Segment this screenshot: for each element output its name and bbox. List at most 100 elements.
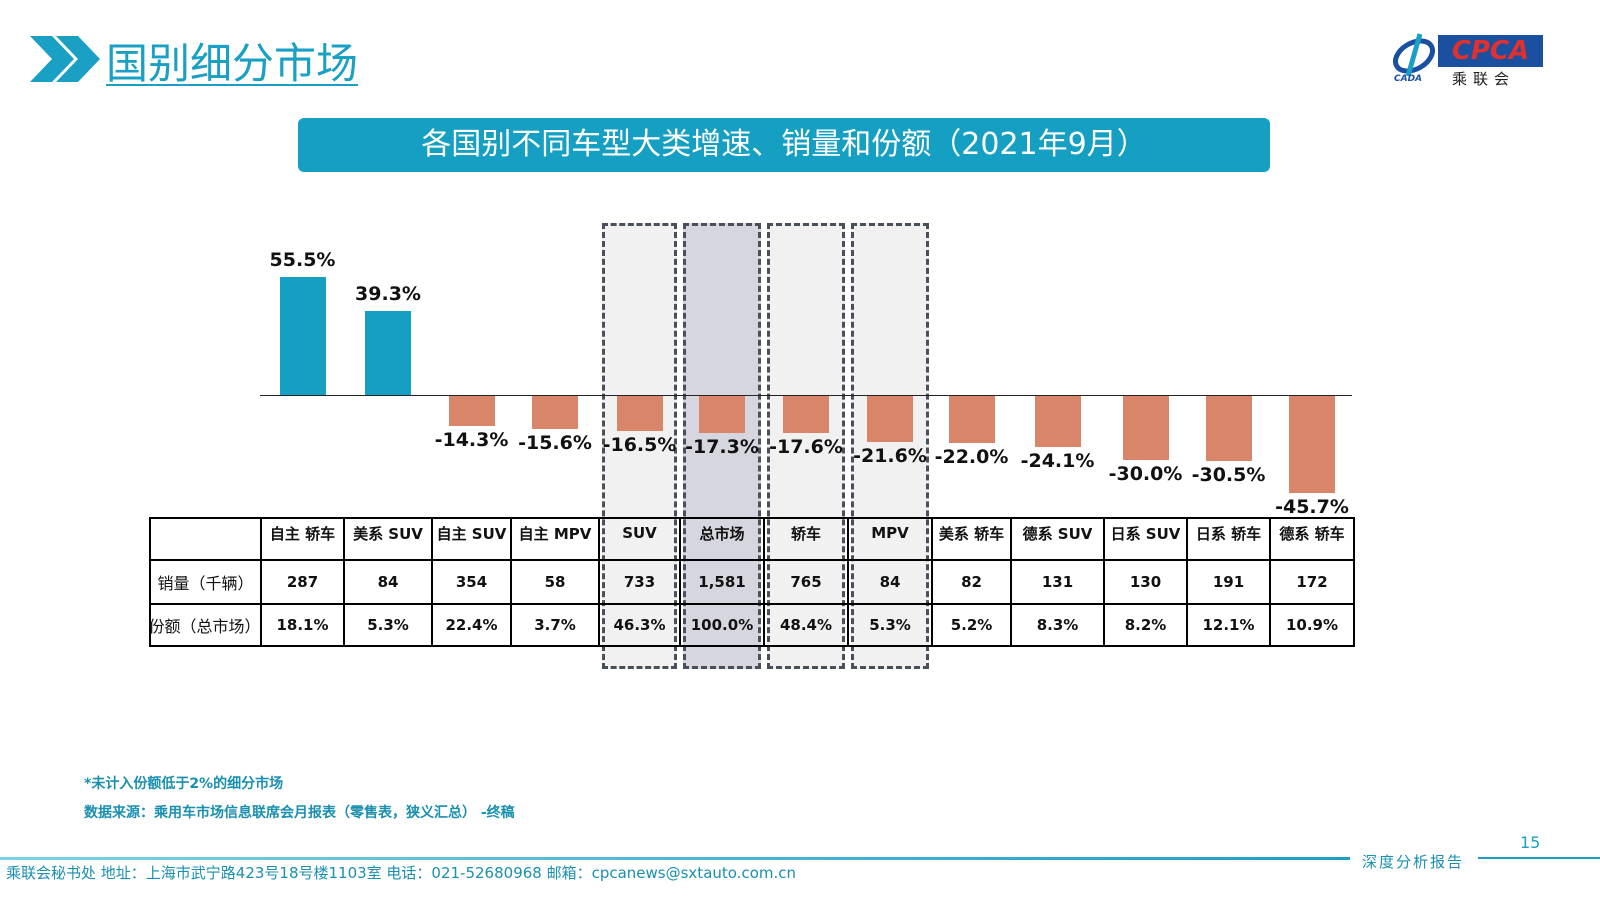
chart-title-banner: 各国别不同车型大类增速、销量和份额（2021年9月）	[298, 118, 1270, 172]
table-rule	[1353, 517, 1355, 647]
bar	[948, 396, 995, 443]
table-rule	[150, 517, 1355, 519]
data-label: -21.6%	[853, 445, 927, 467]
bar	[448, 396, 495, 427]
table-cell: 8.2%	[1124, 616, 1167, 634]
table-cell: 287	[286, 573, 319, 591]
table-cell: 18.1%	[276, 616, 329, 634]
highlight-box	[851, 223, 929, 669]
footer-divider	[0, 857, 1350, 860]
data-label: 39.3%	[355, 283, 421, 306]
table-rule	[763, 517, 765, 647]
table-header-cell: 美系 轿车	[938, 524, 1005, 543]
table-rule	[931, 517, 933, 647]
table-header-cell: 日系 SUV	[1110, 524, 1181, 543]
table-header-cell: 德系 轿车	[1279, 524, 1345, 543]
table-cell: 46.3%	[613, 616, 666, 634]
table-header-cell: 自主 轿车	[269, 524, 336, 543]
table-rule	[343, 517, 345, 647]
table-cell: 10.9%	[1285, 616, 1339, 634]
table-cell: 191	[1212, 573, 1245, 591]
bar	[279, 276, 326, 395]
table-header-cell: 总市场	[699, 524, 745, 543]
table-cell: 5.2%	[950, 616, 993, 634]
table-rule	[150, 603, 1355, 605]
table-cell: 82	[961, 573, 982, 591]
page-number: 15	[1520, 833, 1541, 852]
data-label: -30.0%	[1108, 462, 1183, 485]
page-title: 国别细分市场	[106, 39, 359, 88]
data-label: -17.6%	[769, 436, 843, 459]
table-header-cell: 轿车	[790, 524, 821, 543]
table-cell: 765	[790, 573, 822, 591]
data-label: -24.1%	[1020, 450, 1095, 473]
report-label: 深度分析报告	[1362, 853, 1465, 871]
data-label: -14.3%	[434, 429, 509, 452]
table-cell: 5.3%	[869, 616, 911, 634]
table-rule	[679, 517, 681, 647]
data-label: -16.5%	[602, 434, 677, 457]
highlight-box	[602, 223, 677, 669]
table-cell: 84	[879, 573, 901, 591]
data-source: 数据来源：乘用车市场信息联席会月报表（零售表，狭义汇总） -终稿	[84, 805, 515, 821]
table-cell: 100.0%	[690, 616, 754, 634]
table-row-label: 销量（千辆）	[157, 574, 254, 593]
table-cell: 12.1%	[1202, 616, 1255, 634]
bar	[1122, 396, 1169, 460]
table-cell: 131	[1041, 573, 1074, 591]
footnote: *未计入份额低于2%的细分市场	[84, 776, 284, 792]
table-row-label: 份额（总市场）	[148, 617, 261, 636]
data-label: -22.0%	[934, 445, 1009, 468]
table-rule	[149, 517, 151, 647]
bar	[616, 396, 663, 432]
highlight-box	[683, 223, 761, 669]
table-rule	[260, 517, 262, 647]
table-rule	[1010, 517, 1012, 647]
table-cell: 3.7%	[534, 616, 576, 634]
data-label: -45.7%	[1275, 496, 1349, 519]
footer-divider	[1478, 857, 1600, 859]
footer-contact: 乘联会秘书处 地址：上海市武宁路423号18号楼1103室 电话：021-526…	[6, 864, 797, 882]
table-cell: 354	[455, 573, 488, 591]
table-cell: 48.4%	[779, 616, 833, 634]
table-rule	[150, 645, 1355, 647]
table-header-cell: 德系 SUV	[1022, 524, 1093, 543]
bar	[1034, 396, 1081, 448]
bar	[783, 396, 829, 434]
table-header-cell: 美系 SUV	[353, 524, 423, 543]
bar	[365, 311, 411, 395]
table-cell: 8.3%	[1036, 616, 1079, 634]
table-header-cell: 日系 轿车	[1195, 524, 1262, 543]
bar	[532, 396, 578, 430]
highlight-box	[767, 223, 845, 669]
table-rule	[150, 559, 1355, 561]
table-cell: 733	[623, 573, 656, 591]
cpca-logo: CPCA 乘联会 CADA	[1390, 30, 1545, 90]
table-rule	[431, 517, 433, 647]
data-label: -15.6%	[518, 432, 592, 455]
table-rule	[1269, 517, 1271, 647]
table-cell: 172	[1296, 573, 1328, 591]
table-cell: 5.3%	[367, 616, 409, 634]
bar	[1289, 396, 1335, 494]
table-header-cell: SUV	[622, 524, 657, 542]
bar	[867, 396, 913, 442]
table-header-cell: 自主 SUV	[436, 524, 507, 543]
table-rule	[847, 517, 849, 647]
table-cell: 1,581	[698, 573, 746, 591]
data-label: -17.3%	[685, 435, 759, 458]
table-cell: 84	[377, 573, 399, 591]
table-rule	[510, 517, 512, 647]
table-rule	[1186, 517, 1188, 647]
double-chevron-right-icon	[30, 36, 100, 82]
table-rule	[1103, 517, 1105, 647]
table-rule	[598, 517, 600, 647]
table-cell: 22.4%	[445, 616, 498, 634]
table-header-cell: MPV	[871, 524, 909, 542]
zero-axis	[260, 395, 1352, 396]
bar	[699, 396, 745, 433]
data-label: 55.5%	[269, 248, 336, 271]
data-label: -30.5%	[1191, 463, 1266, 486]
bar	[1205, 396, 1252, 461]
table-cell: 58	[544, 573, 566, 591]
